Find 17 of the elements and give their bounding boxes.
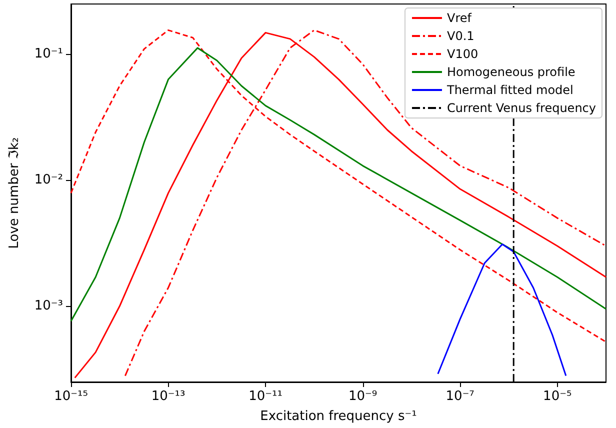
y-tick-label: 10⁻²	[34, 172, 63, 188]
x-tick-label: 10⁻¹¹	[248, 389, 282, 404]
legend-label: Thermal fitted model	[446, 83, 574, 97]
x-tick-label: 10⁻⁹	[348, 389, 378, 404]
x-tick-label: 10⁻⁵	[543, 389, 572, 404]
legend-label: Homogeneous profile	[446, 65, 576, 79]
legend-label: V0.1	[446, 29, 474, 43]
y-tick-label: 10⁻³	[34, 298, 63, 314]
x-tick-label: 10⁻¹⁵	[54, 389, 88, 404]
ref-line-label: Current Venus frequency	[446, 101, 596, 115]
x-axis-title: Excitation frequency s⁻¹	[260, 409, 417, 424]
y-tick-label: 10⁻¹	[34, 46, 63, 62]
x-tick-label: 10⁻¹³	[151, 389, 186, 404]
y-axis-title: Love number ℑk₂	[7, 137, 22, 249]
legend-label: V100	[446, 47, 478, 61]
legend-label: Vref	[446, 11, 472, 25]
x-tick-label: 10⁻⁷	[446, 389, 474, 404]
